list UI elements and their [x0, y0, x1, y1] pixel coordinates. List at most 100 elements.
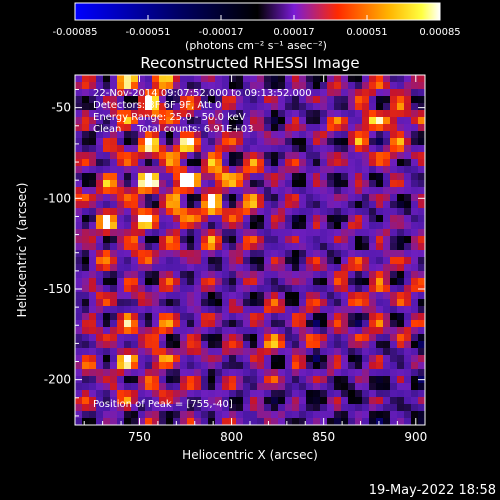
heatmap-cell [110, 369, 118, 377]
heatmap-cell [82, 96, 90, 104]
heatmap-cell [390, 250, 398, 258]
heatmap-cell [180, 285, 188, 293]
heatmap-cell [110, 404, 118, 412]
heatmap-cell [411, 257, 419, 265]
heatmap-cell [278, 299, 286, 307]
heatmap-cell [222, 285, 230, 293]
heatmap-cell [418, 383, 425, 391]
heatmap-cell [348, 194, 356, 202]
heatmap-cell [313, 75, 321, 83]
heatmap-cell [166, 82, 174, 90]
heatmap-cell [208, 194, 216, 202]
heatmap-cell [306, 159, 314, 167]
heatmap-cell [418, 180, 425, 188]
heatmap-cell [173, 411, 181, 419]
heatmap-cell [397, 159, 405, 167]
heatmap-cell [173, 243, 181, 251]
heatmap-cell [320, 194, 328, 202]
heatmap-cell [180, 243, 188, 251]
heatmap-cell [82, 187, 90, 195]
heatmap-cell [173, 110, 181, 118]
heatmap-cell [348, 75, 356, 83]
heatmap-cell [355, 194, 363, 202]
heatmap-cell [159, 180, 167, 188]
heatmap-cell [369, 236, 377, 244]
heatmap-cell [103, 166, 111, 174]
heatmap-cell [201, 250, 209, 258]
heatmap-cell [215, 96, 223, 104]
heatmap-cell [180, 145, 188, 153]
heatmap-cell [397, 145, 405, 153]
heatmap-cell [369, 355, 377, 363]
heatmap-cell [341, 243, 349, 251]
heatmap-cell [341, 285, 349, 293]
heatmap-cell [229, 159, 237, 167]
heatmap-cell [215, 138, 223, 146]
heatmap-cell [320, 411, 328, 419]
heatmap-cell [390, 208, 398, 216]
heatmap-cell [313, 383, 321, 391]
heatmap-cell [229, 397, 237, 405]
x-tick-label: 900 [404, 430, 427, 444]
heatmap-cell [264, 327, 272, 335]
heatmap-cell [117, 376, 125, 384]
heatmap-cell [173, 180, 181, 188]
heatmap-cell [243, 243, 251, 251]
heatmap-cell [306, 320, 314, 328]
heatmap-cell [334, 96, 342, 104]
heatmap-cell [299, 75, 307, 83]
heatmap-cell [390, 173, 398, 181]
heatmap-cell [369, 257, 377, 265]
heatmap-cell [383, 376, 391, 384]
heatmap-cell [117, 313, 125, 321]
heatmap-cell [166, 418, 174, 425]
heatmap-cell [362, 236, 370, 244]
heatmap-cell [390, 390, 398, 398]
heatmap-cell [124, 383, 132, 391]
heatmap-cell [250, 327, 258, 335]
heatmap-cell [334, 376, 342, 384]
heatmap-cell [96, 201, 104, 209]
heatmap-cell [89, 278, 97, 286]
heatmap-cell [75, 159, 83, 167]
heatmap-cell [285, 397, 293, 405]
heatmap-cell [187, 313, 195, 321]
heatmap-cell [138, 348, 146, 356]
heatmap-cell [117, 320, 125, 328]
heatmap-cell [229, 236, 237, 244]
heatmap-cell [131, 397, 139, 405]
heatmap-cell [96, 166, 104, 174]
heatmap-cell [334, 75, 342, 83]
heatmap-cell [411, 103, 419, 111]
heatmap-cell [285, 152, 293, 160]
heatmap-cell [222, 187, 230, 195]
heatmap-cell [201, 418, 209, 425]
heatmap-cell [131, 138, 139, 146]
heatmap-cell [117, 236, 125, 244]
heatmap-cell [404, 215, 412, 223]
heatmap-cell [103, 411, 111, 419]
heatmap-cell [341, 117, 349, 125]
heatmap-cell [89, 166, 97, 174]
heatmap-cell [278, 180, 286, 188]
heatmap-cell [159, 166, 167, 174]
heatmap-cell [236, 110, 244, 118]
heatmap-cell [222, 124, 230, 132]
heatmap-cell [124, 334, 132, 342]
heatmap-cell [166, 159, 174, 167]
heatmap-cell [250, 278, 258, 286]
heatmap-cell [306, 292, 314, 300]
heatmap-cell [187, 82, 195, 90]
heatmap-cell [229, 271, 237, 279]
heatmap-cell [411, 187, 419, 195]
heatmap-cell [355, 285, 363, 293]
heatmap-cell [110, 418, 118, 425]
heatmap-cell [334, 110, 342, 118]
heatmap-cell [89, 334, 97, 342]
heatmap-cell [173, 278, 181, 286]
heatmap-cell [299, 390, 307, 398]
heatmap-cell [145, 152, 153, 160]
heatmap-cell [117, 187, 125, 195]
heatmap-cell [222, 348, 230, 356]
heatmap-cell [131, 250, 139, 258]
